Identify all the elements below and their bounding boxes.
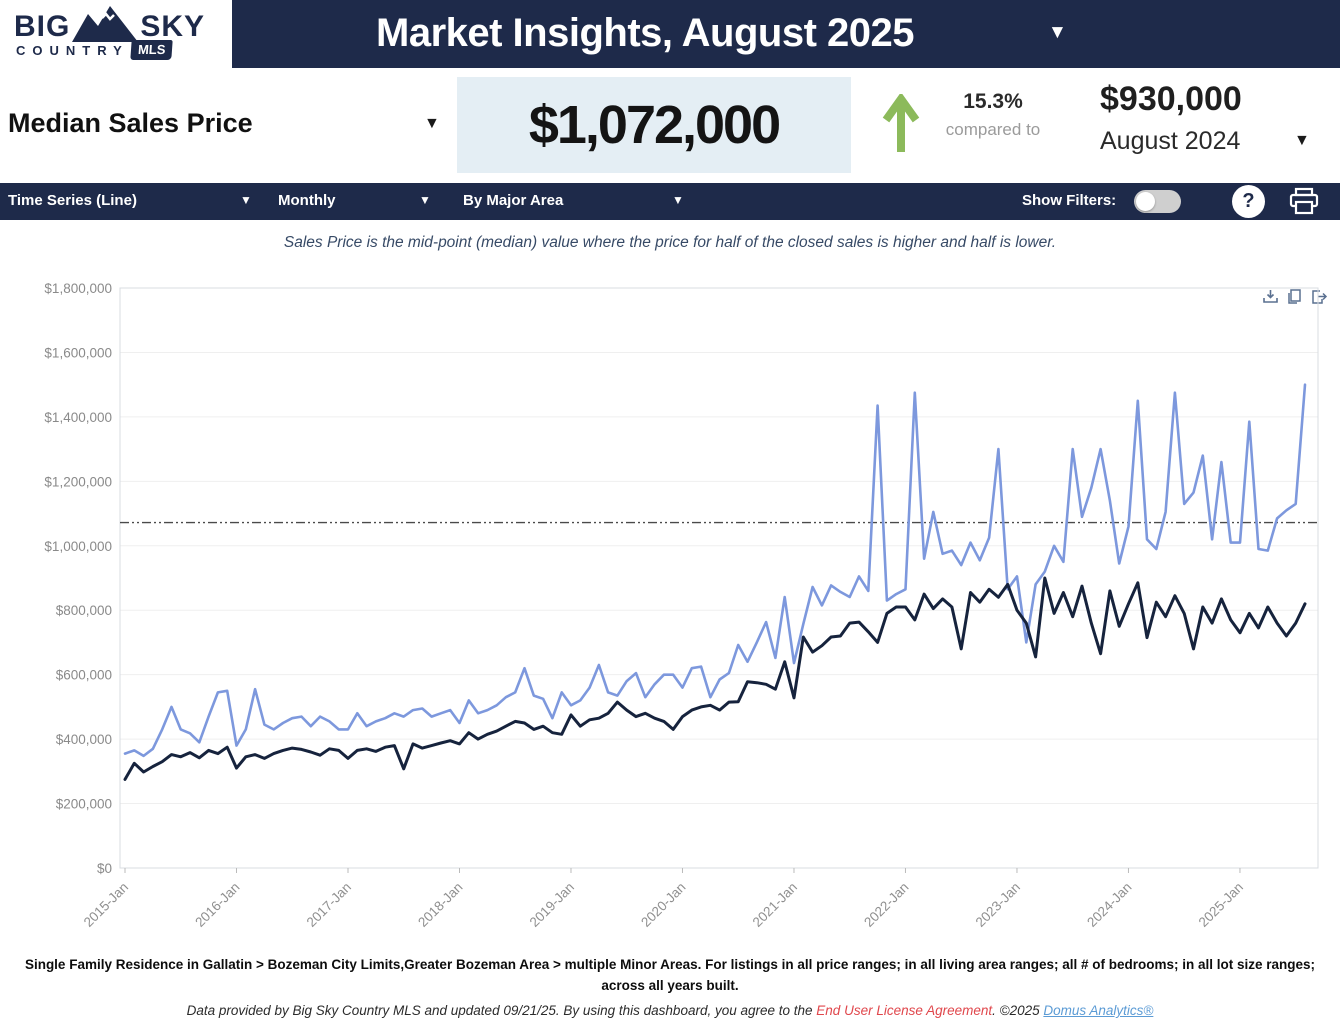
x-axis-label: 2023-Jan [973,880,1023,930]
y-axis-label: $1,200,000 [44,474,112,489]
metric-row: Median Sales Price ▼ $1,072,000 15.3% co… [0,68,1340,182]
show-filters-toggle[interactable] [1134,190,1181,213]
previous-period-caret-icon[interactable]: ▼ [1294,132,1310,149]
x-axis-label: 2019-Jan [527,880,577,930]
toggle-knob [1136,192,1155,211]
x-axis-label: 2015-Jan [81,880,131,930]
previous-period-block: $930,000 August 2024 [1100,80,1280,156]
y-axis-label: $1,600,000 [44,345,112,360]
mountain-icon [72,6,139,42]
help-button[interactable]: ? [1232,185,1265,218]
logo-text-sky: SKY [140,10,206,43]
x-axis-label: 2018-Jan [415,880,465,930]
logo-text-country: COUNTRY [16,42,129,58]
x-axis-label: 2020-Jan [638,880,688,930]
previous-value: $930,000 [1100,80,1242,118]
page-title: Market Insights, August 2025 [376,11,915,55]
y-axis-label: $0 [97,861,112,876]
metric-selector[interactable]: Median Sales Price [8,108,253,138]
title-bar: Market Insights, August 2025 ▼ [232,0,1340,68]
compared-to-label: compared to [945,120,1041,139]
change-percent: 15.3% [963,90,1023,113]
print-button[interactable] [1288,187,1320,216]
y-axis-label: $1,400,000 [44,410,112,425]
eula-link[interactable]: End User License Agreement [816,1003,993,1018]
up-arrow-icon [882,94,920,152]
y-axis-label: $200,000 [56,797,112,812]
chart-subtitle: Sales Price is the mid-point (median) va… [283,234,1057,251]
x-axis-label: 2017-Jan [304,880,354,930]
frequency-caret-icon[interactable]: ▼ [419,193,431,207]
grouping-dropdown[interactable]: By Major Area [463,192,564,209]
chart-action-icons [1262,288,1328,305]
x-axis-label: 2025-Jan [1196,880,1246,930]
plot-border [119,287,1319,869]
copy-chart-icon[interactable] [1286,288,1303,305]
attribution-prefix: Data provided by Big Sky Country MLS and… [186,1003,817,1018]
export-chart-icon[interactable] [1310,288,1328,305]
title-dropdown-caret-icon[interactable]: ▼ [1048,22,1067,43]
current-value: $1,072,000 [528,95,781,155]
logo-mls-badge: MLS [130,40,173,60]
x-axis-label: 2021-Jan [750,880,800,930]
x-axis-label: 2016-Jan [192,880,242,930]
previous-period-selector[interactable]: August 2024 [1100,127,1241,155]
download-chart-icon[interactable] [1262,288,1279,305]
median-price-chart: $0 $200,000 $400,000 $600,000 $800,000 $1,000… [44,281,1319,930]
grouping-caret-icon[interactable]: ▼ [672,193,684,207]
series-line-major-area-light-blue [123,383,1307,758]
change-block: 15.3% compared to [928,90,1058,140]
y-axis-label: $600,000 [56,668,112,683]
chart-type-caret-icon[interactable]: ▼ [240,193,252,207]
chart-type-dropdown[interactable]: Time Series (Line) [8,192,137,209]
frequency-dropdown[interactable]: Monthly [278,192,336,209]
x-axis-label: 2022-Jan [861,880,911,930]
show-filters-label: Show Filters: [1022,192,1117,209]
current-value-box: $1,072,000 [457,77,851,173]
y-axis-label: $1,800,000 [44,281,112,296]
series-line-major-area-dark-navy [123,576,1307,781]
x-axis-label: 2024-Jan [1084,880,1134,930]
attribution-text: Data provided by Big Sky Country MLS and… [0,1003,1340,1018]
y-axis-label: $800,000 [56,603,112,618]
chart-toolbar: Time Series (Line) ▼ Monthly ▼ By Major … [0,183,1340,220]
logo: BIG SKY COUNTRY MLS [0,0,232,68]
y-axis-label: $400,000 [56,732,112,747]
search-criteria-text: Single Family Residence in Gallatin > Bo… [24,957,1316,993]
logo-text-big: BIG [14,10,71,43]
attribution-mid: . ©2025 [992,1003,1044,1018]
metric-caret-icon[interactable]: ▼ [424,115,440,132]
y-axis-label: $1,000,000 [44,539,112,554]
domus-analytics-link[interactable]: Domus Analytics® [1043,1003,1154,1018]
